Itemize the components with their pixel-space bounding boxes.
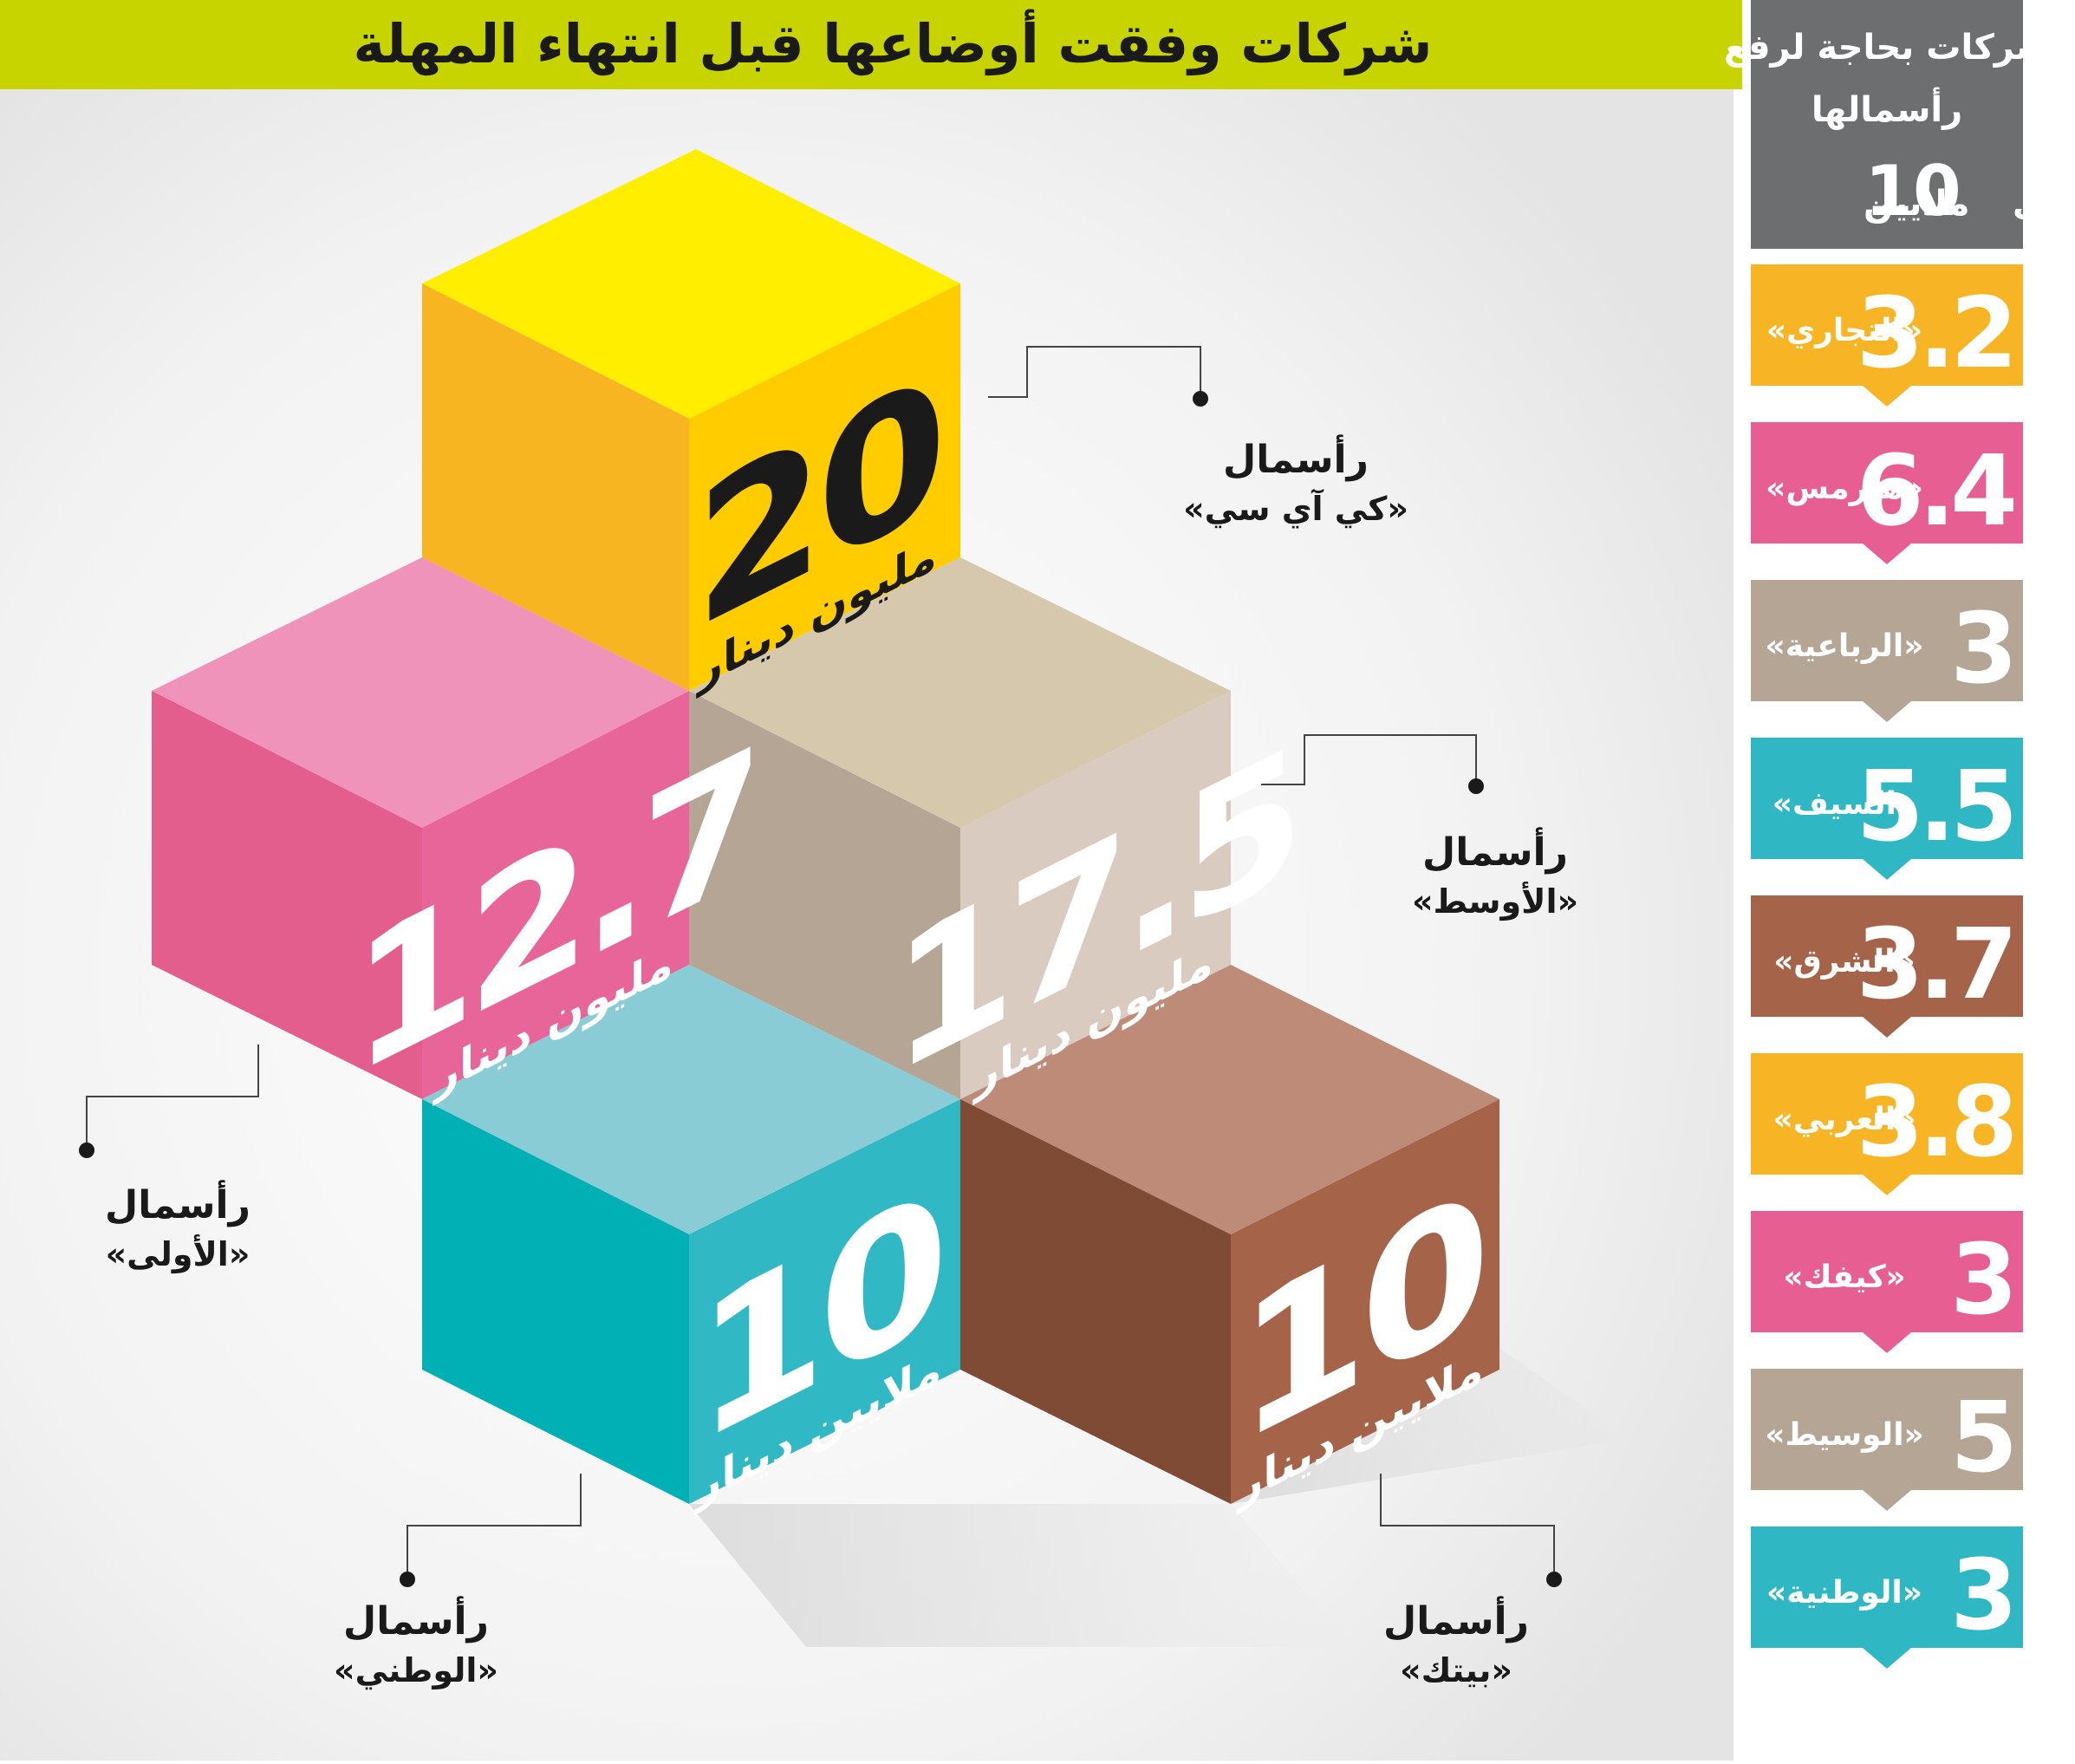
callout-dots	[79, 391, 1562, 1587]
sidebar-header-line1: شركات بحاجة لرفع	[1724, 28, 2050, 68]
sidebar: شركات بحاجة لرفع رأسمالها إلى 10 ملايين …	[1724, 0, 2072, 1669]
sidebar-item: 5 «الوسيط»	[1751, 1369, 2023, 1511]
cube-bitak	[960, 965, 1499, 1504]
cube-awsat-top	[689, 557, 1231, 828]
sidebar-item: 5.5«السيف»	[1751, 738, 2023, 880]
sidebar-item-name: «التجاري»	[1766, 313, 1922, 348]
cube-oula-left	[152, 691, 422, 1099]
cube-oula	[152, 557, 689, 1099]
sidebar-item: 3.8«العربي»	[1751, 1053, 2023, 1195]
sidebar-items: 3.2«التجاري» 6.4«هيرمس» 3 «الرباعية» 5.5«الس…	[1751, 264, 2023, 1669]
sidebar-item-banner	[1751, 580, 2023, 722]
sidebar-item-value: 3	[1950, 593, 2013, 706]
sidebar-item-banner	[1751, 738, 2023, 880]
callout-line-bitak	[1380, 1474, 1555, 1578]
sidebar-item: 3 «الوطنية»	[1751, 1526, 2023, 1669]
sidebar-item-banner	[1751, 264, 2023, 407]
cube-awsat-left	[689, 691, 960, 1099]
cube-kic-left	[422, 283, 689, 691]
label-awsat-top: رأسمال	[1422, 827, 1568, 875]
sidebar-header-prefix: إلى	[2013, 184, 2072, 224]
label-awsat-name: «الأوسط»	[1412, 881, 1578, 921]
sidebar-item-name: «السيف»	[1773, 786, 1917, 822]
sidebar-header-suffix: ملايين	[1864, 184, 1969, 224]
sidebar-item-banner	[1751, 1211, 2023, 1353]
sidebar-header	[1751, 0, 2023, 249]
cube-watani	[422, 965, 960, 1504]
sidebar-item-value: 3	[1950, 1224, 2013, 1337]
sidebar-item-value: 3	[1950, 1539, 2013, 1652]
cube-bitak-top	[960, 965, 1499, 1234]
sidebar-background	[1734, 0, 2075, 1761]
callout-dot-awsat	[1468, 778, 1484, 794]
sidebar-item-name: «الرباعية»	[1766, 628, 1924, 664]
cube-watani-right	[689, 1099, 960, 1504]
sidebar-item-banner	[1751, 422, 2023, 564]
label-bitak-name: «بيتك»	[1400, 1651, 1512, 1689]
callout-labels: رأسمال «كي آي سي» رأسمال «الأوسط» رأسمال…	[105, 434, 1578, 1689]
label-oula-top: رأسمال	[105, 1180, 250, 1227]
callout-line-awsat	[1261, 734, 1477, 785]
cube-awsat	[689, 557, 1231, 1099]
callout-line-watani	[407, 1474, 582, 1578]
sidebar-item-name: «الشرق»	[1773, 944, 1916, 980]
sidebar-item: 3 «الرباعية»	[1751, 580, 2023, 722]
sidebar-item-banner	[1751, 1053, 2023, 1195]
page-title: شركات وفقت أوضاعها قبل انتهاء المهلة	[354, 9, 1433, 75]
cube-kic	[422, 149, 960, 691]
callout-dot-watani	[400, 1572, 415, 1587]
callout-dot-bitak	[1546, 1572, 1562, 1587]
cube-watani-left	[422, 1099, 689, 1504]
sidebar-item-value: 5	[1950, 1382, 2013, 1494]
sidebar-item-name: «الوسيط»	[1765, 1417, 1924, 1453]
title-bar	[0, 0, 1742, 89]
cube-kic-top	[422, 149, 960, 419]
label-watani-name: «الوطني»	[334, 1651, 498, 1689]
label-kic-top: رأسمال	[1223, 434, 1369, 482]
callout-dot-kic	[1193, 391, 1208, 407]
cube-watani-top	[422, 965, 960, 1234]
sidebar-item-name: «هيرمس»	[1766, 471, 1923, 506]
label-kic-name: «كي آي سي»	[1183, 488, 1408, 528]
cube-bitak-right	[1231, 1099, 1499, 1504]
cube-kic-right	[689, 283, 960, 691]
sidebar-item-value: 3.7	[1857, 908, 2013, 1021]
callout-line-oula	[86, 1045, 259, 1149]
sidebar-item-banner	[1751, 895, 2023, 1038]
callouts	[86, 346, 1555, 1578]
label-watani-top: رأسمال	[343, 1596, 489, 1644]
label-oula-name: «الأولى»	[106, 1233, 250, 1274]
sidebar-item-name: «الوطنية»	[1766, 1575, 1922, 1611]
sidebar-item-name: «العربي»	[1773, 1102, 1916, 1137]
label-bitak-top: رأسمال	[1383, 1596, 1529, 1644]
sidebar-item-value: 3.8	[1857, 1066, 2013, 1179]
sidebar-item: 3.2«التجاري»	[1751, 264, 2023, 407]
callout-dot-oula	[79, 1142, 94, 1158]
sidebar-item-value: 5.5	[1857, 751, 2013, 863]
sidebar-item-value: 6.4	[1857, 435, 2013, 548]
cube-bitak-left	[960, 1099, 1231, 1504]
sidebar-item: 6.4«هيرمس»	[1751, 422, 2023, 564]
cube-oula-top	[152, 557, 689, 828]
sidebar-item-name: «كيفك»	[1783, 1260, 1906, 1295]
cube-awsat-right	[960, 691, 1231, 1099]
sidebar-header-line2: رأسمالها	[1812, 87, 1962, 130]
sidebar-item-banner	[1751, 1369, 2023, 1511]
sidebar-item: 3 «كيفك»	[1751, 1211, 2023, 1353]
cube-oula-right	[422, 691, 689, 1099]
sidebar-item-value: 3.2	[1857, 277, 2013, 390]
sidebar-item: 3.7«الشرق»	[1751, 895, 2023, 1038]
sidebar-header-number: 10	[1864, 151, 1961, 231]
callout-line-kic	[988, 346, 1201, 399]
sidebar-item-banner	[1751, 1526, 2023, 1669]
